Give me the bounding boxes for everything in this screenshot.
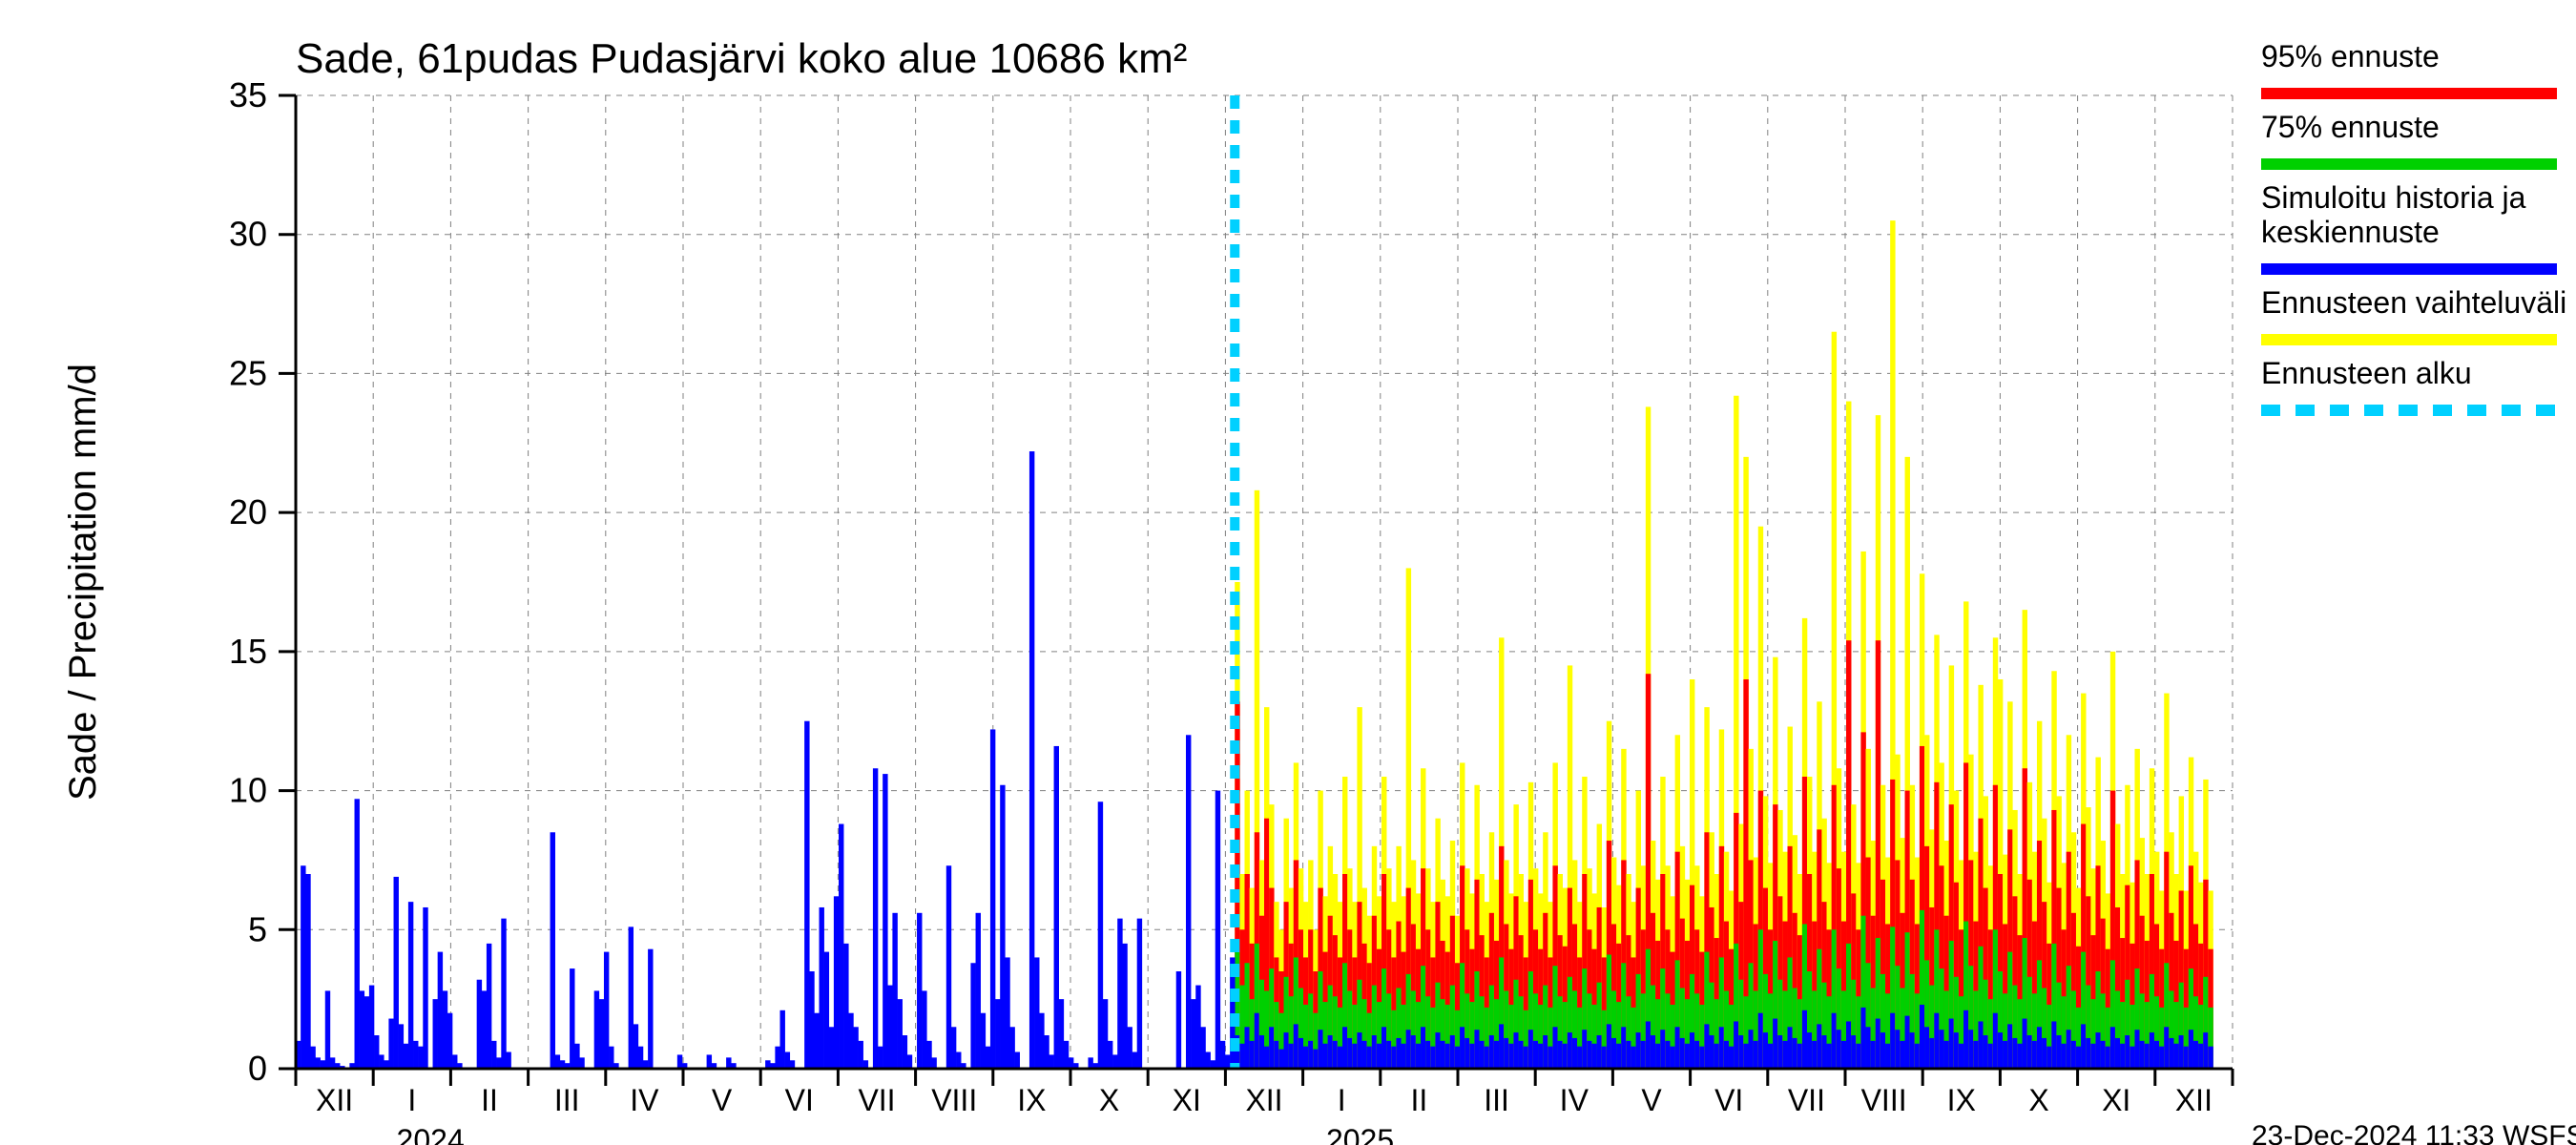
x-tick-label: IV (630, 1083, 659, 1117)
x-tick-label: XII (316, 1083, 353, 1117)
y-tick-label: 25 (229, 353, 267, 392)
x-tick-label: VIII (931, 1083, 977, 1117)
timestamp-label: 23-Dec-2024 11:33 WSFS-O (2252, 1120, 2576, 1145)
y-tick-label: 5 (248, 909, 267, 948)
x-tick-label: II (1411, 1083, 1428, 1117)
x-tick-label: XII (2175, 1083, 2212, 1117)
chart-svg: 05101520253035XIIIIIIIIIVVVIVIIVIIIIXXXI… (0, 0, 2576, 1145)
y-tick-label: 0 (248, 1049, 267, 1088)
x-tick-label: VI (785, 1083, 814, 1117)
x-tick-label: VIII (1861, 1083, 1907, 1117)
y-tick-label: 35 (229, 75, 267, 114)
x-tick-label: I (1338, 1083, 1346, 1117)
y-tick-label: 15 (229, 632, 267, 671)
x-tick-label: IX (1947, 1083, 1976, 1117)
x-tick-label: X (2028, 1083, 2048, 1117)
y-tick-label: 30 (229, 215, 267, 254)
x-tick-label: V (712, 1083, 733, 1117)
y-axis-label: Sade / Precipitation mm/d (62, 364, 104, 801)
chart-title: Sade, 61pudas Pudasjärvi koko alue 10686… (296, 35, 1187, 82)
x-tick-label: VII (1788, 1083, 1825, 1117)
y-tick-label: 10 (229, 771, 267, 810)
x-tick-label: III (1484, 1083, 1509, 1117)
x-tick-label: IX (1017, 1083, 1046, 1117)
x-tick-label: VII (858, 1083, 895, 1117)
chart-container: 05101520253035XIIIIIIIIIVVVIVIIVIIIIXXXI… (0, 0, 2576, 1145)
legend-label: 75% ennuste (2261, 110, 2440, 144)
legend-swatch (2261, 263, 2557, 275)
year-label-2025: 2025 (1326, 1123, 1394, 1145)
legend-swatch (2261, 158, 2557, 170)
legend-label: 95% ennuste (2261, 39, 2440, 73)
x-tick-label: XII (1245, 1083, 1282, 1117)
legend-swatch (2261, 88, 2557, 99)
x-tick-label: VI (1714, 1083, 1743, 1117)
x-tick-label: V (1641, 1083, 1662, 1117)
x-tick-label: III (554, 1083, 580, 1117)
legend-label: keskiennuste (2261, 215, 2440, 249)
x-tick-label: XI (1173, 1083, 1201, 1117)
x-tick-label: II (481, 1083, 498, 1117)
x-tick-label: XI (2102, 1083, 2130, 1117)
x-tick-label: I (407, 1083, 416, 1117)
legend-label: Ennusteen alku (2261, 356, 2472, 390)
y-tick-label: 20 (229, 492, 267, 531)
legend-swatch (2261, 334, 2557, 345)
x-tick-label: IV (1560, 1083, 1589, 1117)
x-tick-label: X (1099, 1083, 1119, 1117)
year-label-2024: 2024 (397, 1123, 465, 1145)
legend-label: Ennusteen vaihteluväli (2261, 285, 2566, 320)
legend-label: Simuloitu historia ja (2261, 180, 2526, 215)
